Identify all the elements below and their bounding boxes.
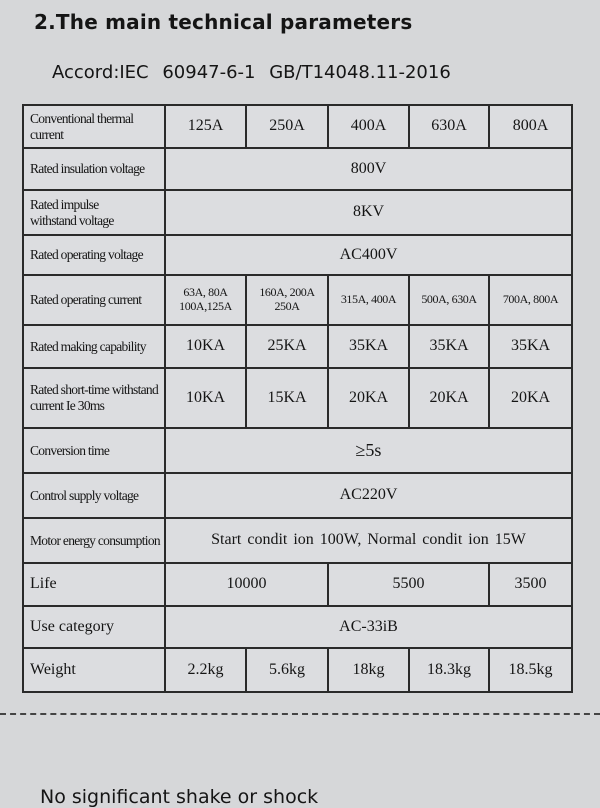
cell: Start condit ion 100W, Normal condit ion… bbox=[164, 517, 573, 564]
cell: AC220V bbox=[164, 472, 573, 519]
dashed-divider bbox=[0, 713, 600, 715]
row: Rated insulation voltage 800V bbox=[22, 147, 573, 191]
row-label: Rated short-time withstand current Ie 30… bbox=[22, 367, 166, 429]
row: Use category AC-33iB bbox=[22, 605, 573, 649]
cell: 3500 bbox=[488, 562, 573, 607]
row: Motor energy consumption Start condit io… bbox=[22, 517, 573, 564]
row: Weight 2.2kg 5.6kg 18kg 18.3kg 18.5kg bbox=[22, 647, 573, 693]
cell: 35KA bbox=[327, 324, 410, 369]
row: Conversion time ≥5s bbox=[22, 427, 573, 474]
row-label: Control supply voltage bbox=[22, 472, 166, 519]
row-label: Use category bbox=[22, 605, 166, 649]
standard-reference: Accord:IEC 60947-6-1 GB/T14048.11-2016 bbox=[52, 62, 451, 83]
cell: 18.5kg bbox=[488, 647, 573, 693]
cell: 315A, 400A bbox=[327, 274, 410, 326]
section-title: 2.The main technical parameters bbox=[34, 10, 413, 34]
cell: 20KA bbox=[327, 367, 410, 429]
cell: 800A bbox=[488, 104, 573, 149]
row-label: Rated operating current bbox=[22, 274, 166, 326]
cell: 125A bbox=[164, 104, 247, 149]
row-label: Weight bbox=[22, 647, 166, 693]
cell: 10KA bbox=[164, 324, 247, 369]
cell: 5500 bbox=[327, 562, 490, 607]
cell: 20KA bbox=[488, 367, 573, 429]
row-label: Rated impulse withstand voltage bbox=[22, 189, 166, 236]
cell: 160A, 200A 250A bbox=[245, 274, 329, 326]
cell: 63A, 80A 100A,125A bbox=[164, 274, 247, 326]
row: Rated making capability 10KA 25KA 35KA 3… bbox=[22, 324, 573, 369]
row: Life 10000 5500 3500 bbox=[22, 562, 573, 607]
cell: ≥5s bbox=[164, 427, 573, 474]
row: Rated impulse withstand voltage 8KV bbox=[22, 189, 573, 236]
row: Rated operating current 63A, 80A 100A,12… bbox=[22, 274, 573, 326]
cell: 20KA bbox=[408, 367, 490, 429]
cell: 18.3kg bbox=[408, 647, 490, 693]
row-label: Rated making capability bbox=[22, 324, 166, 369]
cell: AC400V bbox=[164, 234, 573, 276]
cell: 18kg bbox=[327, 647, 410, 693]
cell: 35KA bbox=[488, 324, 573, 369]
row: Conventional thermal current 125A 250A 4… bbox=[22, 104, 573, 149]
row-label: Conventional thermal current bbox=[22, 104, 166, 149]
row: Control supply voltage AC220V bbox=[22, 472, 573, 519]
row-label: Rated operating voltage bbox=[22, 234, 166, 276]
cell: 8KV bbox=[164, 189, 573, 236]
cell: 10KA bbox=[164, 367, 247, 429]
parameters-table: Conventional thermal current 125A 250A 4… bbox=[22, 104, 573, 693]
cell: 800V bbox=[164, 147, 573, 191]
row: Rated operating voltage AC400V bbox=[22, 234, 573, 276]
cell: AC-33iB bbox=[164, 605, 573, 649]
row: Rated short-time withstand current Ie 30… bbox=[22, 367, 573, 429]
cell: 25KA bbox=[245, 324, 329, 369]
row-label: Motor energy consumption bbox=[22, 517, 166, 564]
row-label: Conversion time bbox=[22, 427, 166, 474]
cell: 10000 bbox=[164, 562, 329, 607]
cell: 700A, 800A bbox=[488, 274, 573, 326]
cell: 400A bbox=[327, 104, 410, 149]
cell: 250A bbox=[245, 104, 329, 149]
cell: 5.6kg bbox=[245, 647, 329, 693]
cell: 630A bbox=[408, 104, 490, 149]
row-label: Life bbox=[22, 562, 166, 607]
cell: 15KA bbox=[245, 367, 329, 429]
cell: 2.2kg bbox=[164, 647, 247, 693]
row-label: Rated insulation voltage bbox=[22, 147, 166, 191]
cell: 35KA bbox=[408, 324, 490, 369]
cell: 500A, 630A bbox=[408, 274, 490, 326]
footer-text: No significant shake or shock bbox=[40, 786, 319, 808]
